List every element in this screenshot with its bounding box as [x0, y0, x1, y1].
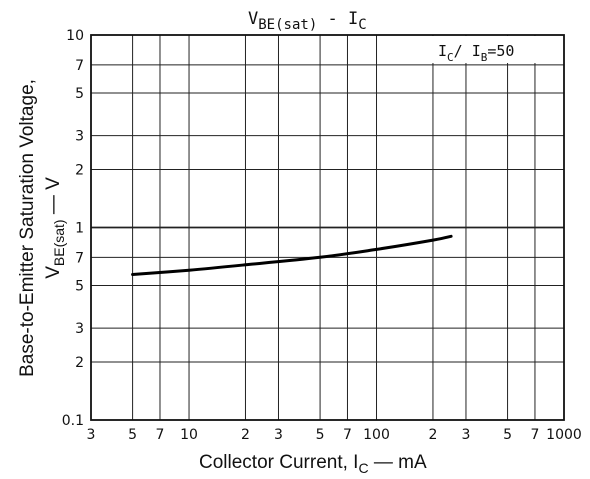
x-tick-label: 1000: [546, 427, 582, 443]
x-tick-labels: 3 5 7 10 2 3 5 7 100 2 3 5 7 1000: [87, 427, 582, 443]
annotation-ratio: IC/ IB=50: [438, 42, 514, 64]
x-axis-label-post: — mA: [369, 452, 427, 473]
y-axis-label-v: V: [43, 266, 64, 279]
y-axis-label-post: — V: [43, 177, 64, 220]
y-tick-label: 7: [75, 250, 84, 266]
grid-lines: [90, 34, 565, 421]
y-tick-label: 10: [66, 28, 84, 44]
annotation-slash: / I: [454, 42, 481, 60]
x-tick-label: 10: [180, 427, 198, 443]
y-axis-label: Base-to-Emitter Saturation Voltage, VBE(…: [17, 79, 67, 377]
x-tick-label: 7: [343, 427, 352, 443]
x-tick-label: 3: [462, 427, 471, 443]
x-tick-label: 7: [530, 427, 539, 443]
x-tick-label: 5: [316, 427, 325, 443]
annotation-box: [432, 36, 563, 63]
y-tick-label: 3: [75, 129, 84, 145]
annotation-eq: =50: [487, 42, 514, 60]
y-tick-label: 1: [75, 221, 84, 237]
chart-title: VBE(sat) - IC: [248, 9, 367, 33]
annotation-ic-sub: C: [447, 51, 454, 64]
y-tick-label: 7: [75, 58, 84, 74]
y-tick-label: 2: [75, 355, 84, 371]
x-tick-label: 7: [156, 427, 165, 443]
y-tick-label: 3: [75, 321, 84, 337]
x-tick-label: 2: [428, 427, 437, 443]
y-tick-label: 5: [75, 86, 84, 102]
title-v: V: [248, 9, 258, 29]
title-v-sub: BE(sat): [258, 17, 317, 33]
x-tick-label: 5: [128, 427, 137, 443]
y-axis-label-line2: VBE(sat) — V: [43, 177, 67, 279]
x-axis-label: Collector Current, IC — mA: [199, 452, 427, 476]
x-tick-label: 100: [363, 427, 390, 443]
title-ic-sub: C: [358, 17, 366, 33]
x-tick-label: 3: [274, 427, 283, 443]
data-series: [131, 234, 453, 276]
y-tick-labels: 0.1 2 3 5 7 1 2 3 5 7 10: [62, 28, 84, 429]
x-axis-label-pre: Collector Current, I: [199, 452, 358, 473]
title-sep: - I: [317, 9, 358, 29]
y-tick-label: 5: [75, 278, 84, 294]
y-tick-label: 2: [75, 163, 84, 179]
series-line: [131, 234, 453, 276]
x-tick-label: 2: [241, 427, 250, 443]
annotation-ib-sub: B: [481, 51, 488, 64]
annotation-ic: I: [438, 42, 447, 60]
y-axis-label-sub: BE(sat): [51, 219, 67, 266]
plot-frame: [90, 34, 565, 421]
y-axis-label-line1: Base-to-Emitter Saturation Voltage,: [17, 79, 38, 377]
x-tick-label: 3: [87, 427, 96, 443]
x-tick-label: 5: [503, 427, 512, 443]
x-axis-label-sub: C: [358, 460, 368, 476]
y-tick-label: 0.1: [62, 413, 84, 429]
